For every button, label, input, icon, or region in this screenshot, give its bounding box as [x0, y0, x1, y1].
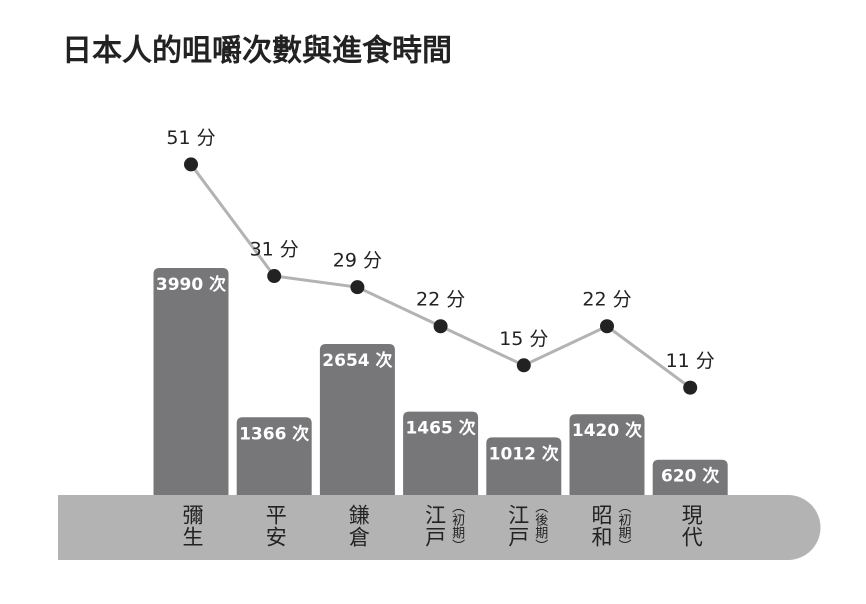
bar-value-label: 1366 次 — [239, 423, 309, 444]
line-marker — [683, 380, 698, 395]
line-marker — [433, 319, 448, 334]
category-label: 江戸 — [423, 504, 447, 548]
category-band — [58, 495, 821, 560]
chart-title: 日本人的咀嚼次數與進食時間 — [62, 34, 452, 69]
category-label: 彌生 — [180, 504, 204, 548]
line-value-label: 15 分 — [499, 328, 548, 350]
category-note: （初期） — [449, 500, 465, 552]
bar — [569, 414, 645, 495]
line — [189, 163, 692, 389]
line-marker — [267, 269, 282, 284]
bar-value-label: 3990 次 — [156, 274, 226, 295]
line-value-label: 11 分 — [666, 350, 715, 372]
bar — [319, 344, 395, 495]
bar — [153, 268, 229, 495]
category-label: 江戸 — [506, 504, 530, 548]
line-value-label: 22 分 — [582, 289, 631, 311]
bar-value-label: 1420 次 — [572, 420, 642, 441]
category-label: 平安 — [263, 504, 287, 548]
bar — [652, 459, 728, 495]
line-value-label: 29 分 — [333, 250, 382, 272]
bar-value-label: 620 次 — [661, 466, 719, 487]
bar-value-label: 2654 次 — [322, 350, 392, 371]
bar-value-label: 1465 次 — [405, 418, 475, 439]
category-label: 昭和 — [589, 504, 613, 548]
line-value-label: 51 分 — [166, 127, 215, 149]
line-marker — [184, 157, 198, 172]
line-marker — [350, 280, 365, 295]
bar — [236, 417, 312, 495]
line-marker — [516, 358, 531, 373]
line-marker — [600, 319, 614, 334]
bar-value-label: 1012 次 — [489, 443, 559, 464]
category-note: （後期） — [532, 500, 548, 552]
category-label: 鎌倉 — [346, 504, 370, 548]
bar — [403, 411, 479, 495]
line-value-label: 31 分 — [250, 239, 299, 261]
bar — [486, 437, 562, 495]
category-note: （初期） — [616, 500, 632, 552]
line-value-label: 22 分 — [416, 289, 465, 311]
category-label: 現代 — [679, 504, 703, 548]
